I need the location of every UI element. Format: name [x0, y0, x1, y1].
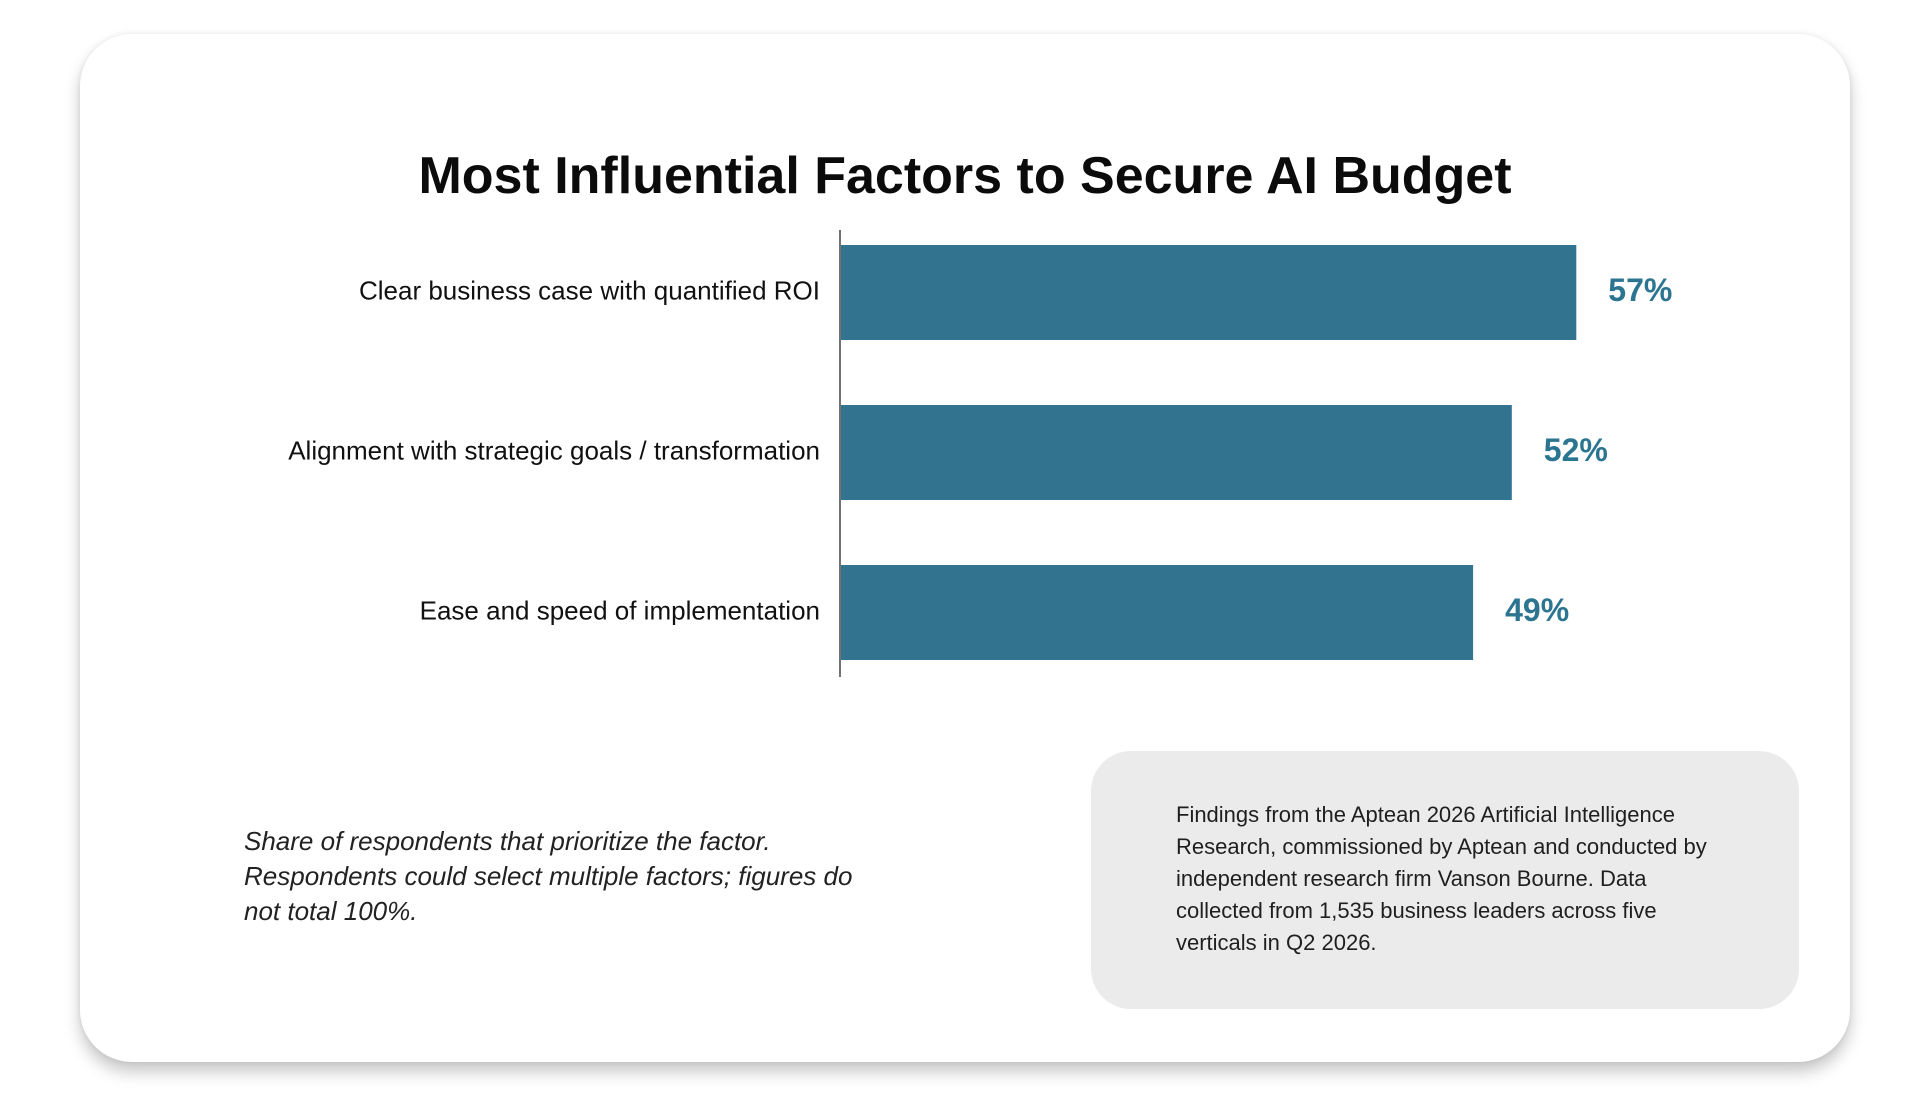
chart-title: Most Influential Factors to Secure AI Bu… — [418, 147, 1512, 205]
category-label: Alignment with strategic goals / transfo… — [288, 435, 820, 465]
bars-layer: Clear business case with quantified ROI 5… — [288, 230, 1672, 677]
category-label: Clear business case with quantified ROI — [359, 275, 820, 305]
value-label: 49% — [1505, 592, 1569, 628]
bar — [841, 405, 1512, 500]
value-label: 52% — [1544, 432, 1608, 468]
bar — [841, 565, 1474, 660]
bar — [841, 245, 1577, 340]
source-box: Findings from the Aptean 2026 Artificial… — [1091, 751, 1799, 1009]
value-label: 57% — [1608, 272, 1672, 308]
chart-card: Most Influential Factors to Secure AI Bu… — [80, 34, 1850, 1062]
category-label: Ease and speed of implementation — [420, 595, 820, 625]
chart-footnote: Share of respondents that prioritize the… — [244, 826, 853, 926]
source-text: Findings from the Aptean 2026 Artificial… — [1176, 802, 1707, 955]
bar-chart: Clear business case with quantified ROI 5… — [288, 230, 1672, 677]
